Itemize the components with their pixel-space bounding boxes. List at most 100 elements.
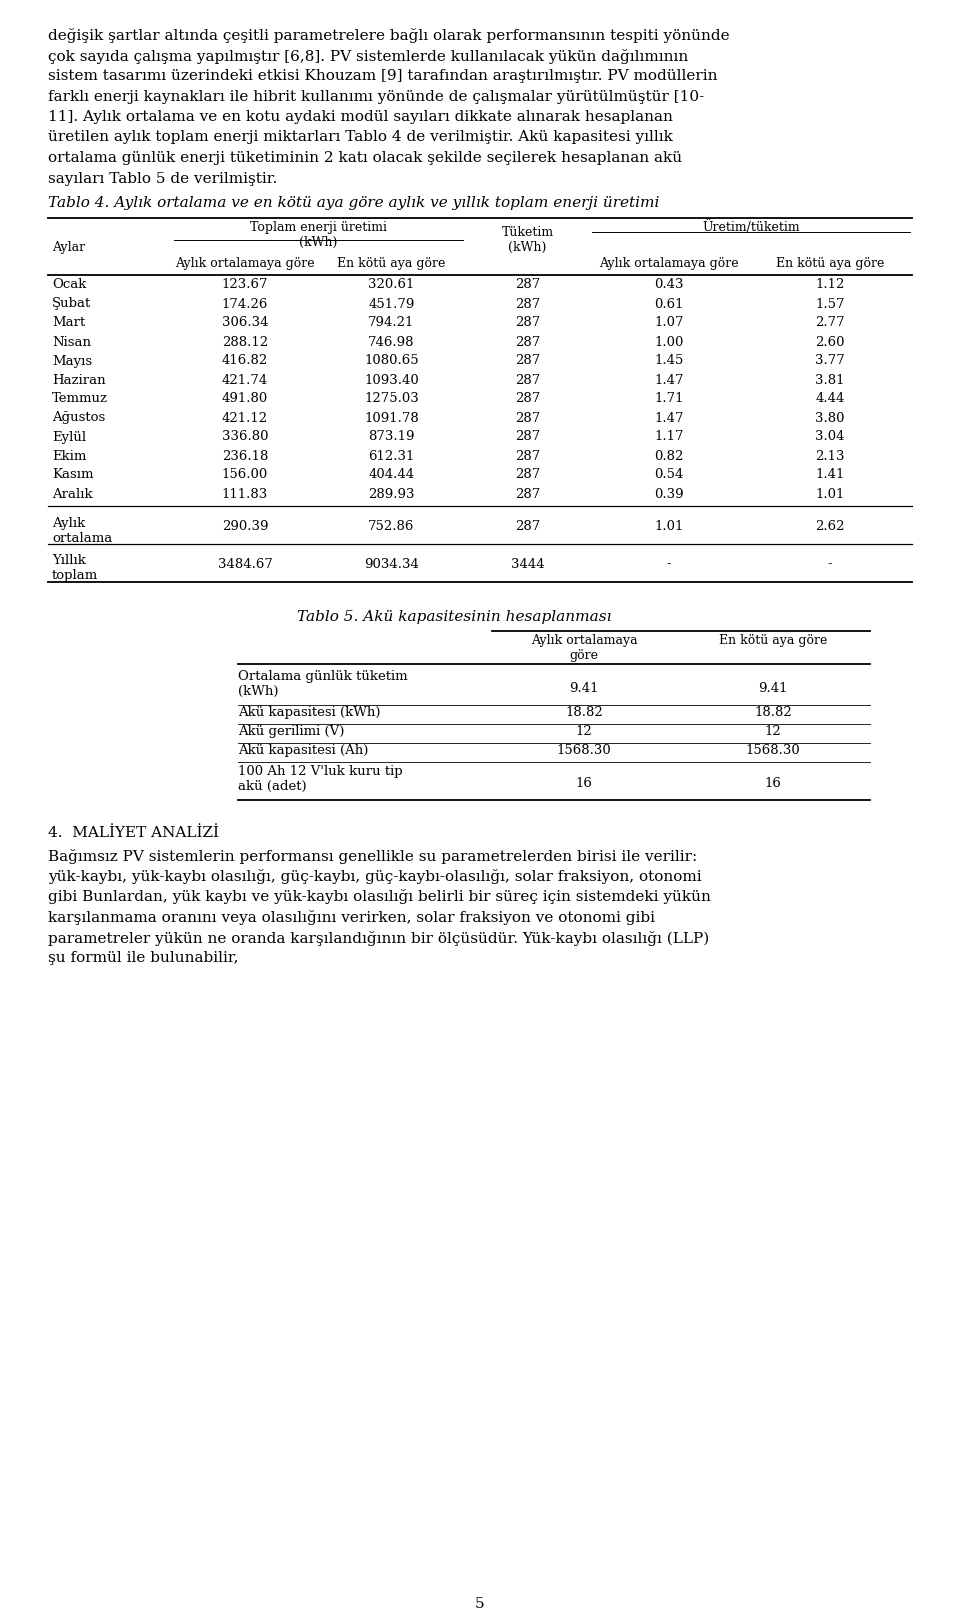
Text: değişik şartlar altında çeşitli parametrelere bağlı olarak performansının tespit: değişik şartlar altında çeşitli parametr… [48,28,730,44]
Text: şu formül ile bulunabilir,: şu formül ile bulunabilir, [48,950,238,965]
Text: 1093.40: 1093.40 [364,373,419,386]
Text: 290.39: 290.39 [222,519,268,532]
Text: 100 Ah 12 V'luk kuru tip
akü (adet): 100 Ah 12 V'luk kuru tip akü (adet) [238,766,402,793]
Text: Tüketim
(kWh): Tüketim (kWh) [501,225,554,253]
Text: 4.44: 4.44 [815,393,845,406]
Text: 1568.30: 1568.30 [746,744,801,757]
Text: Eylül: Eylül [52,430,86,443]
Text: 404.44: 404.44 [369,469,415,482]
Text: Akü gerilimi (V): Akü gerilimi (V) [238,725,345,738]
Text: 1.12: 1.12 [815,279,845,292]
Text: Mart: Mart [52,316,85,329]
Text: 320.61: 320.61 [369,279,415,292]
Text: 746.98: 746.98 [369,336,415,349]
Text: Ekim: Ekim [52,449,86,462]
Text: karşılanmama oranını veya olasılığını verirken, solar fraksiyon ve otonomi gibi: karşılanmama oranını veya olasılığını ve… [48,910,655,925]
Text: Aylık ortalamaya
göre: Aylık ortalamaya göre [531,634,637,662]
Text: 416.82: 416.82 [222,355,268,368]
Text: Aylık
ortalama: Aylık ortalama [52,516,112,545]
Text: 0.82: 0.82 [655,449,684,462]
Text: Akü kapasitesi (Ah): Akü kapasitesi (Ah) [238,744,369,757]
Text: 2.60: 2.60 [815,336,845,349]
Text: 174.26: 174.26 [222,297,268,310]
Text: Aylık ortalamaya göre: Aylık ortalamaya göre [175,258,315,271]
Text: 1080.65: 1080.65 [364,355,419,368]
Text: 612.31: 612.31 [369,449,415,462]
Text: 873.19: 873.19 [369,430,415,443]
Text: Üretim/tüketim: Üretim/tüketim [702,221,800,234]
Text: 306.34: 306.34 [222,316,268,329]
Text: Mayıs: Mayıs [52,355,92,368]
Text: 287: 287 [515,297,540,310]
Text: 287: 287 [515,279,540,292]
Text: 16: 16 [764,777,781,790]
Text: En kötü aya göre: En kötü aya göre [776,258,884,271]
Text: 287: 287 [515,519,540,532]
Text: 287: 287 [515,430,540,443]
Text: Ortalama günlük tüketim
(kWh): Ortalama günlük tüketim (kWh) [238,670,408,697]
Text: 2.13: 2.13 [815,449,845,462]
Text: Temmuz: Temmuz [52,393,108,406]
Text: 287: 287 [515,449,540,462]
Text: 3.81: 3.81 [815,373,845,386]
Text: Aylar: Aylar [52,242,85,255]
Text: 2.62: 2.62 [815,519,845,532]
Text: 3484.67: 3484.67 [218,558,273,571]
Text: 3.80: 3.80 [815,412,845,425]
Text: 3.04: 3.04 [815,430,845,443]
Text: 336.80: 336.80 [222,430,268,443]
Text: 0.54: 0.54 [655,469,684,482]
Text: 1091.78: 1091.78 [364,412,419,425]
Text: 4.  MALİYET ANALİZİ: 4. MALİYET ANALİZİ [48,826,219,840]
Text: 0.43: 0.43 [655,279,684,292]
Text: 1.41: 1.41 [815,469,845,482]
Text: 794.21: 794.21 [369,316,415,329]
Text: 287: 287 [515,412,540,425]
Text: -: - [828,558,832,571]
Text: gibi Bunlardan, yük kaybı ve yük-kaybı olasılığı belirli bir süreç için sistemde: gibi Bunlardan, yük kaybı ve yük-kaybı o… [48,889,710,905]
Text: 16: 16 [576,777,592,790]
Text: 3.77: 3.77 [815,355,845,368]
Text: 1.00: 1.00 [655,336,684,349]
Text: 287: 287 [515,336,540,349]
Text: 18.82: 18.82 [565,706,603,719]
Text: 1.07: 1.07 [655,316,684,329]
Text: 288.12: 288.12 [222,336,268,349]
Text: 9.41: 9.41 [758,681,788,694]
Text: Akü kapasitesi (kWh): Akü kapasitesi (kWh) [238,706,380,719]
Text: ortalama günlük enerji tüketiminin 2 katı olacak şekilde seçilerek hesaplanan ak: ortalama günlük enerji tüketiminin 2 kat… [48,151,683,165]
Text: Aylık ortalamaya göre: Aylık ortalamaya göre [599,258,739,271]
Text: 1.17: 1.17 [655,430,684,443]
Text: 9.41: 9.41 [569,681,599,694]
Text: 236.18: 236.18 [222,449,268,462]
Text: Ağustos: Ağustos [52,412,106,425]
Text: En kötü aya göre: En kötü aya göre [719,634,828,647]
Text: parametreler yükün ne oranda karşılandığının bir ölçüsüdür. Yük-kaybı olasılığı : parametreler yükün ne oranda karşılandığ… [48,931,709,946]
Text: -: - [666,558,671,571]
Text: 1.47: 1.47 [655,373,684,386]
Text: 123.67: 123.67 [222,279,268,292]
Text: 287: 287 [515,488,540,501]
Text: 421.74: 421.74 [222,373,268,386]
Text: farklı enerji kaynakları ile hibrit kullanımı yönünde de çalışmalar yürütülmüştü: farklı enerji kaynakları ile hibrit kull… [48,89,705,104]
Text: Nisan: Nisan [52,336,91,349]
Text: 287: 287 [515,469,540,482]
Text: 1.71: 1.71 [655,393,684,406]
Text: 287: 287 [515,316,540,329]
Text: 5: 5 [475,1598,485,1611]
Text: 0.61: 0.61 [655,297,684,310]
Text: 9034.34: 9034.34 [364,558,419,571]
Text: 156.00: 156.00 [222,469,268,482]
Text: Tablo 4. Aylık ortalama ve en kötü aya göre aylık ve yıllık toplam enerji üretim: Tablo 4. Aylık ortalama ve en kötü aya g… [48,196,660,209]
Text: 287: 287 [515,373,540,386]
Text: 289.93: 289.93 [369,488,415,501]
Text: Ocak: Ocak [52,279,86,292]
Text: Bağımsız PV sistemlerin performansı genellikle su parametrelerden birisi ile ver: Bağımsız PV sistemlerin performansı gene… [48,848,697,863]
Text: 491.80: 491.80 [222,393,268,406]
Text: 1.45: 1.45 [655,355,684,368]
Text: 18.82: 18.82 [755,706,792,719]
Text: 1.01: 1.01 [815,488,845,501]
Text: 1.47: 1.47 [655,412,684,425]
Text: 111.83: 111.83 [222,488,268,501]
Text: 2.77: 2.77 [815,316,845,329]
